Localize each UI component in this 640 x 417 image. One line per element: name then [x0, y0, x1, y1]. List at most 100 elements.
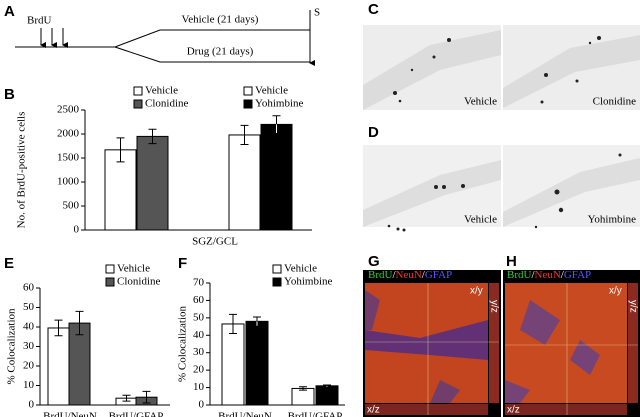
pulse-label: BrdU	[27, 15, 52, 27]
y-tick-label: 70	[193, 277, 205, 289]
legend-label: Clonidine	[117, 276, 161, 288]
stain: BrdU	[368, 269, 393, 281]
panel-label: G	[368, 253, 380, 270]
separator: /	[392, 269, 396, 281]
x-tick-label: BrdU/NeuN	[218, 411, 272, 417]
legend-swatch	[272, 277, 282, 287]
panel-label: E	[4, 255, 14, 272]
legend-label: Vehicle	[284, 263, 317, 275]
bar	[47, 327, 70, 406]
bar	[221, 323, 245, 406]
y-tick-label: 40	[193, 329, 205, 341]
y-tick-label: 0	[74, 224, 80, 236]
x-tick-label: SGZ/GCL	[192, 236, 238, 248]
y-axis-label: % Colocalization	[6, 308, 18, 385]
y-tick-label: 20	[23, 360, 35, 372]
x-tick-label: BrdU/NeuN	[43, 411, 97, 417]
stain: GFAP	[425, 269, 452, 281]
panel-label: H	[506, 253, 517, 270]
bar	[245, 320, 269, 406]
x-tick-label: BrdU/GFAP	[109, 411, 164, 417]
y-tick-label: 60	[193, 294, 205, 306]
legend-swatch	[243, 86, 253, 96]
panel-label: A	[4, 3, 15, 20]
y-tick-label: 10	[193, 381, 205, 393]
stain-label: BrdU/NeuN/GFAP	[507, 269, 591, 281]
y-axis-label: No. of BrdU-positive cells	[16, 112, 28, 229]
upper-arm: Vehicle (21 days)	[182, 14, 259, 26]
error-bar	[240, 124, 249, 146]
legend-swatch	[243, 99, 253, 109]
panel-label: D	[368, 124, 379, 141]
legend-swatch	[105, 277, 115, 287]
panel-label: B	[4, 86, 15, 103]
bar	[104, 149, 137, 231]
legend-label: Vehicle	[255, 85, 288, 97]
bar	[315, 385, 339, 406]
y-tick-label: 0	[199, 399, 205, 411]
panel-label: F	[178, 255, 187, 272]
y-tick-label: 1500	[57, 152, 80, 164]
stain-label: BrdU/NeuN/GFAP	[368, 269, 452, 281]
view-label: x/z	[507, 405, 520, 416]
bar	[291, 387, 315, 406]
image-caption: Clonidine	[593, 96, 637, 108]
y-tick-label: 20	[193, 364, 205, 376]
y-tick-label: 30	[23, 340, 35, 352]
y-tick-label: 2500	[57, 104, 80, 116]
y-axis-label: % Colocalization	[177, 305, 189, 382]
bar	[228, 134, 261, 231]
x-tick-label: BrdU/GFAP	[288, 411, 343, 417]
stain: GFAP	[564, 269, 591, 281]
separator: /	[422, 269, 426, 281]
y-tick-label: 500	[63, 200, 80, 212]
error-bar	[54, 319, 63, 337]
y-tick-label: 60	[23, 282, 35, 294]
panel-label: C	[368, 1, 379, 18]
legend-label: Vehicle	[117, 263, 150, 275]
legend-swatch	[105, 264, 115, 274]
error-bar	[229, 313, 237, 335]
image-caption: Vehicle	[464, 96, 497, 108]
stain: BrdU	[507, 269, 532, 281]
image-caption: Vehicle	[464, 214, 497, 226]
error-bar	[148, 128, 157, 145]
view-label: y/z	[627, 300, 638, 313]
legend-swatch	[133, 99, 143, 109]
error-bar	[299, 386, 307, 391]
legend-label: Vehicle	[145, 85, 178, 97]
image-caption: Yohimbine	[588, 214, 637, 226]
y-tick-label: 10	[23, 379, 35, 391]
bar	[260, 123, 293, 231]
bar	[136, 135, 169, 231]
y-tick-label: 2000	[57, 128, 80, 140]
y-tick-label: 50	[23, 301, 35, 313]
confocal	[363, 270, 640, 417]
end-label: S	[314, 7, 320, 19]
separator: /	[561, 269, 565, 281]
view-label: x/y	[609, 286, 622, 297]
separator: /	[531, 269, 535, 281]
legend-label: Yohimbine	[284, 276, 333, 288]
lower-arm: Drug (21 days)	[187, 46, 254, 58]
y-tick-label: 1000	[57, 176, 80, 188]
view-label: y/z	[488, 300, 499, 313]
error-bar	[122, 394, 131, 402]
y-tick-label: 50	[193, 311, 205, 323]
stain: NeuN	[396, 269, 422, 281]
legend-label: Yohimbine	[255, 98, 304, 110]
view-label: x/y	[470, 286, 483, 297]
y-tick-label: 0	[29, 399, 35, 411]
error-bar	[75, 310, 84, 336]
error-bar	[142, 390, 151, 404]
legend-swatch	[272, 264, 282, 274]
arrows	[15, 10, 315, 66]
bar	[68, 322, 91, 406]
error-bar	[116, 137, 125, 163]
legend-swatch	[133, 86, 143, 96]
view-label: x/z	[367, 405, 380, 416]
micrographs	[363, 25, 640, 232]
y-tick-label: 30	[193, 346, 205, 358]
y-tick-label: 40	[23, 321, 35, 333]
